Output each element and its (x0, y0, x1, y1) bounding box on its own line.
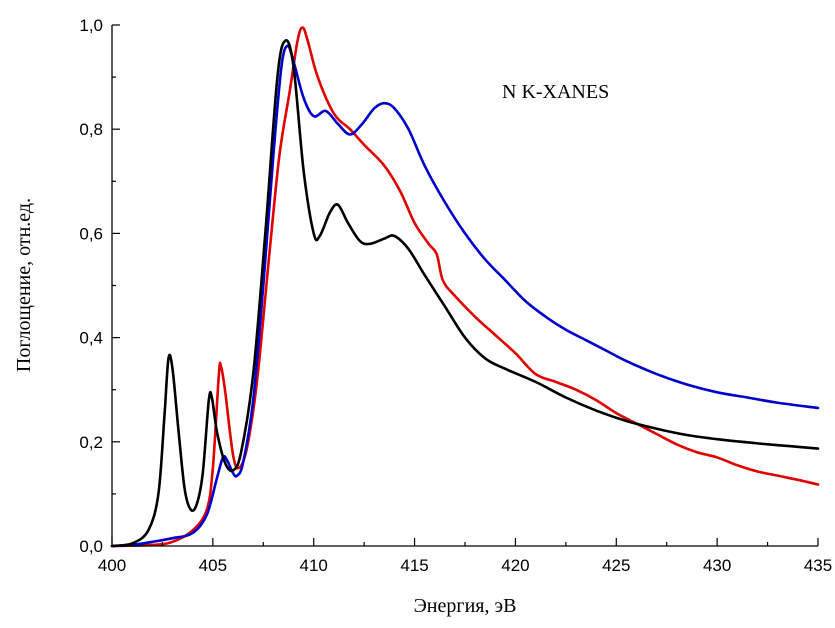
series-line-1 (110, 26, 820, 548)
x-axis-title: Энергия, эВ (414, 595, 517, 617)
y-tick-label: 0,0 (79, 537, 103, 556)
y-ticks: 0,0 0,2 0,4 0,6 0,8 1,0 (79, 16, 120, 556)
x-tick-label: 400 (98, 556, 126, 575)
y-tick-label: 0,6 (79, 224, 103, 243)
x-tick-label: 430 (703, 556, 731, 575)
axes-layer (111, 25, 818, 547)
y-tick-label: 0,4 (79, 329, 103, 348)
y-axis-title: Поглощение, отн.ед. (13, 198, 35, 372)
x-tick-label: 410 (300, 556, 328, 575)
x-tick-label: 435 (804, 556, 832, 575)
y-tick-label: 1,0 (79, 16, 103, 35)
series-line-3 (110, 39, 820, 548)
y-tick-label: 0,2 (79, 433, 103, 452)
plot-area (112, 25, 818, 546)
x-tick-label: 425 (602, 556, 630, 575)
x-tick-label: 405 (199, 556, 227, 575)
x-tick-label: 415 (400, 556, 428, 575)
plot-frame (112, 25, 818, 546)
x-ticks: 400 405 410 415 420 425 430 435 (98, 538, 832, 575)
series-layer (110, 26, 820, 548)
chart-annotation: N K-XANES (502, 81, 609, 103)
x-tick-label: 420 (501, 556, 529, 575)
y-tick-label: 0,8 (79, 120, 103, 139)
series-line-2 (110, 44, 820, 548)
